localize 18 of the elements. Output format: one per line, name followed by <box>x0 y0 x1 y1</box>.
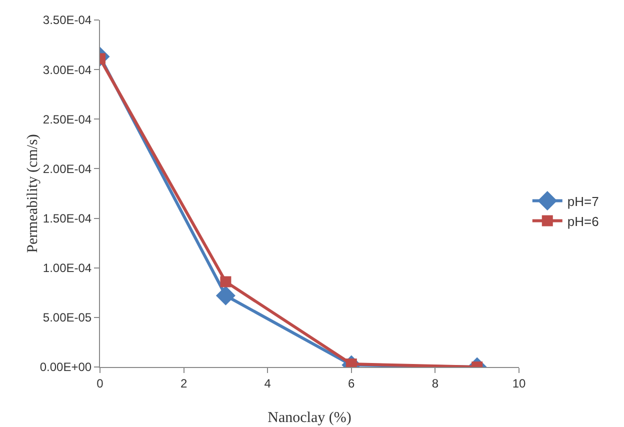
x-tick-label: 2 <box>180 376 188 390</box>
y-tick-label: 1.00E-04 <box>42 261 92 276</box>
y-tick-label: 1.50E-04 <box>42 211 92 226</box>
x-tick-label: 8 <box>432 376 439 390</box>
y-tick-label: 3.00E-04 <box>42 62 92 77</box>
x-tick-label: 10 <box>512 376 526 390</box>
y-tick-label: 0.00E+00 <box>40 360 92 374</box>
y-tick-label: 2.50E-04 <box>42 112 92 126</box>
x-tick-label: 4 <box>264 376 272 390</box>
x-tick-label: 0 <box>96 376 104 390</box>
legend-label: pH=7 <box>567 194 599 209</box>
x-tick-label: 6 <box>348 376 356 390</box>
x-axis-title: Nanoclay (%) <box>268 410 352 426</box>
y-tick-label: 3.50E-04 <box>42 13 92 28</box>
y-tick-label: 5.00E-05 <box>42 310 92 325</box>
y-tick-label: 2.00E-04 <box>42 162 92 176</box>
y-axis-title: Permeability (cm/s) <box>24 134 41 253</box>
legend-label: pH=6 <box>567 214 599 229</box>
